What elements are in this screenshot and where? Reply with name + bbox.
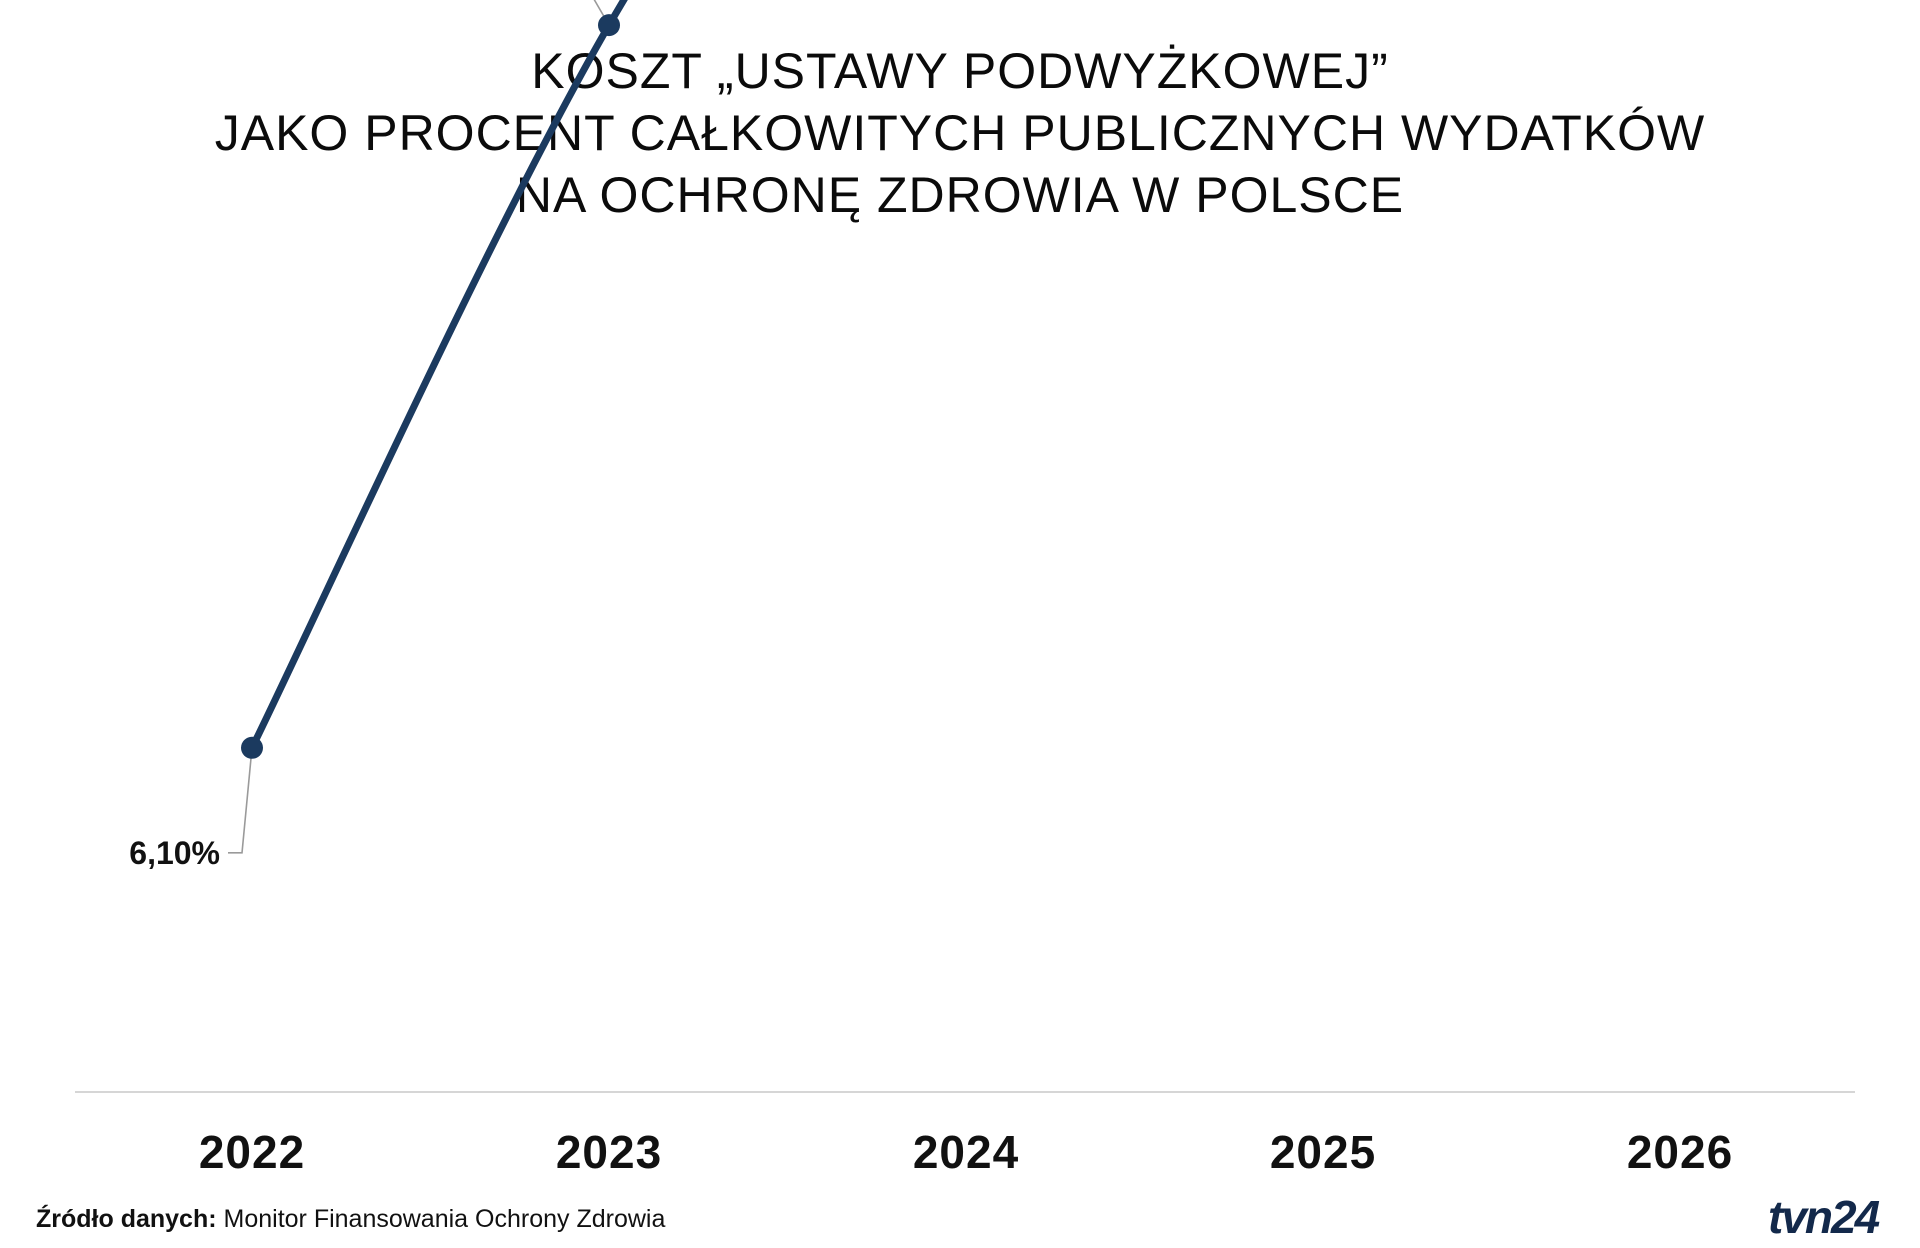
source-label: Źródło danych: [36,1205,217,1233]
x-tick-label-2023: 2023 [556,1126,662,1178]
title-line-3: NA OCHRONĘ ZDROWIA W POLSCE [515,167,1405,223]
source-text: Monitor Finansowania Ochrony Zdrowia [216,1205,666,1233]
source-note: Źródło danych: Monitor Finansowania Ochr… [36,1205,665,1234]
data-label-2022: 6,10% [129,835,220,871]
leader-line-2022 [228,747,253,854]
x-tick-label-2025: 2025 [1270,1126,1376,1178]
data-point-2022 [241,736,263,759]
data-point-2023 [598,14,620,37]
title-line-1: KOSZT „USTAWY PODWYŻKOWEJ” [531,43,1389,99]
leader-line-2023 [593,0,610,26]
x-tick-label-2026: 2026 [1627,1126,1733,1178]
x-tick-label-2022: 2022 [199,1126,305,1178]
chart-title: KOSZT „USTAWY PODWYŻKOWEJ” JAKO PROCENT … [0,40,1920,226]
tvn24-logo: tvn24 [1768,1191,1880,1243]
series-line [248,0,628,752]
x-tick-label-2024: 2024 [913,1126,1019,1178]
title-line-2: JAKO PROCENT CAŁKOWITYCH PUBLICZNYCH WYD… [214,105,1706,161]
